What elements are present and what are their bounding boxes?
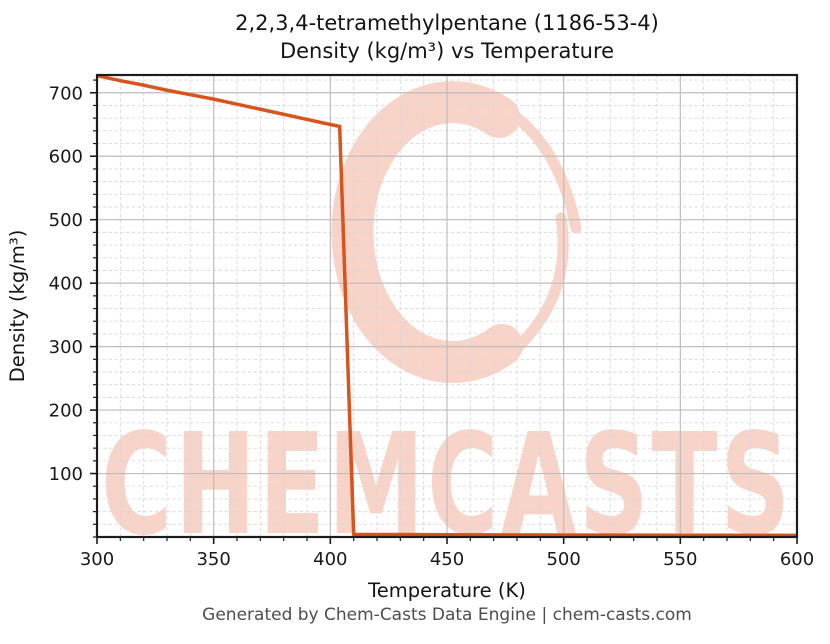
chart-title: 2,2,3,4-tetramethylpentane (1186-53-4) D… <box>97 9 797 65</box>
svg-text:600: 600 <box>780 549 814 570</box>
c-swirl-crescent-icon <box>513 212 569 352</box>
svg-text:400: 400 <box>49 274 83 295</box>
svg-text:350: 350 <box>196 549 230 570</box>
svg-text:450: 450 <box>430 549 464 570</box>
c-swirl-flick-icon <box>492 99 582 234</box>
c-swirl-logo-icon <box>331 81 523 384</box>
chart-title-line2: Density (kg/m³) vs Temperature <box>279 39 615 63</box>
svg-text:400: 400 <box>313 549 347 570</box>
svg-text:600: 600 <box>49 147 83 168</box>
tick-labels-layer: 300 350 400 450 500 550 600 100 200 300 400 500 600 7… <box>49 83 815 570</box>
svg-text:500: 500 <box>546 549 580 570</box>
density-line <box>97 75 797 537</box>
ticks-layer <box>90 79 798 544</box>
watermark-layer: CHEMCASTS <box>101 81 793 567</box>
svg-text:200: 200 <box>49 401 83 422</box>
footer-credit: Generated by Chem-Casts Data Engine | ch… <box>202 605 692 625</box>
svg-text:300: 300 <box>49 337 83 358</box>
grid-layer <box>97 75 797 537</box>
svg-text:500: 500 <box>49 210 83 231</box>
svg-text:700: 700 <box>49 83 83 104</box>
chart-title-line1: 2,2,3,4-tetramethylpentane (1186-53-4) <box>235 11 659 35</box>
watermark-text: CHEMCASTS <box>101 404 793 567</box>
svg-text:100: 100 <box>49 464 83 485</box>
x-axis-label: Temperature (K) <box>367 579 526 602</box>
svg-text:550: 550 <box>663 549 697 570</box>
svg-text:300: 300 <box>80 549 114 570</box>
y-axis-label: Density (kg/m³) <box>6 230 29 383</box>
